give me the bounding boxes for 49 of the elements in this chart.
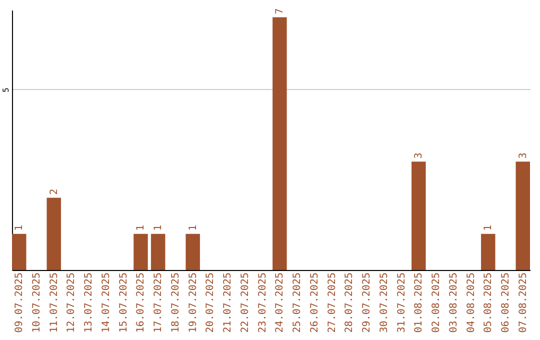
data-label: 1 bbox=[153, 224, 164, 231]
x-tick-label: 19.07.2025 bbox=[188, 272, 199, 333]
x-tick-label: 24.07.2025 bbox=[274, 272, 286, 333]
x-tick-label: 02.08.2025 bbox=[431, 272, 442, 333]
bar bbox=[516, 162, 530, 270]
y-tick-label: 5 bbox=[2, 87, 10, 92]
x-tick-label: 11.07.2025 bbox=[48, 272, 60, 333]
data-label: 3 bbox=[518, 152, 529, 159]
x-tick-label: 09.07.2025 bbox=[14, 272, 26, 333]
x-tick-label: 07.08.2025 bbox=[518, 272, 529, 333]
data-label: 1 bbox=[136, 224, 147, 231]
x-tick-label: 14.07.2025 bbox=[100, 272, 112, 333]
bar bbox=[186, 234, 200, 270]
x-tick-label: 12.07.2025 bbox=[66, 272, 78, 333]
x-tick-label: 18.07.2025 bbox=[170, 272, 182, 333]
x-tick-label: 03.08.2025 bbox=[448, 272, 460, 333]
bar bbox=[150, 234, 166, 270]
data-label: 1 bbox=[188, 224, 199, 231]
data-label: 1 bbox=[14, 224, 26, 231]
x-tick-label: 15.07.2025 bbox=[118, 272, 130, 333]
x-tick-label: 17.07.2025 bbox=[153, 272, 164, 333]
data-label: 7 bbox=[274, 8, 286, 14]
bar bbox=[481, 234, 496, 270]
x-tick-label: 28.07.2025 bbox=[344, 272, 356, 333]
data-label: 3 bbox=[414, 152, 425, 159]
x-tick-label: 04.08.2025 bbox=[466, 272, 477, 333]
x-tick-label: 13.07.2025 bbox=[84, 272, 95, 333]
x-tick-label: 05.08.2025 bbox=[483, 272, 494, 333]
x-tick-label: 26.07.2025 bbox=[309, 272, 320, 333]
x-tick-label: 21.07.2025 bbox=[222, 272, 234, 333]
bar bbox=[272, 17, 287, 270]
data-label: 2 bbox=[48, 188, 60, 195]
bar bbox=[412, 162, 426, 270]
bar bbox=[46, 198, 61, 270]
x-tick-label: 22.07.2025 bbox=[240, 272, 251, 333]
x-tick-label: 01.08.2025 bbox=[414, 272, 425, 333]
x-tick-label: 10.07.2025 bbox=[31, 272, 42, 333]
x-tick-label: 27.07.2025 bbox=[326, 272, 338, 333]
bar bbox=[12, 234, 26, 270]
data-label: 1 bbox=[483, 224, 494, 231]
bar bbox=[134, 234, 148, 270]
x-tick-label: 23.07.2025 bbox=[257, 272, 268, 333]
x-tick-label: 25.07.2025 bbox=[292, 272, 304, 333]
x-tick-label: 06.08.2025 bbox=[500, 272, 512, 333]
x-tick-label: 31.07.2025 bbox=[396, 272, 408, 333]
x-tick-label: 16.07.2025 bbox=[136, 272, 147, 333]
x-tick-label: 30.07.2025 bbox=[378, 272, 390, 333]
x-tick-label: 29.07.2025 bbox=[362, 272, 373, 333]
x-tick-label: 20.07.2025 bbox=[205, 272, 216, 333]
